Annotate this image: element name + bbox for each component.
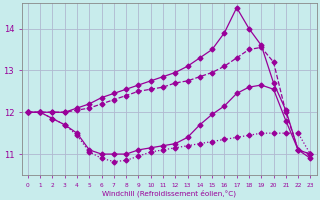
X-axis label: Windchill (Refroidissement éolien,°C): Windchill (Refroidissement éolien,°C) [102,189,236,197]
